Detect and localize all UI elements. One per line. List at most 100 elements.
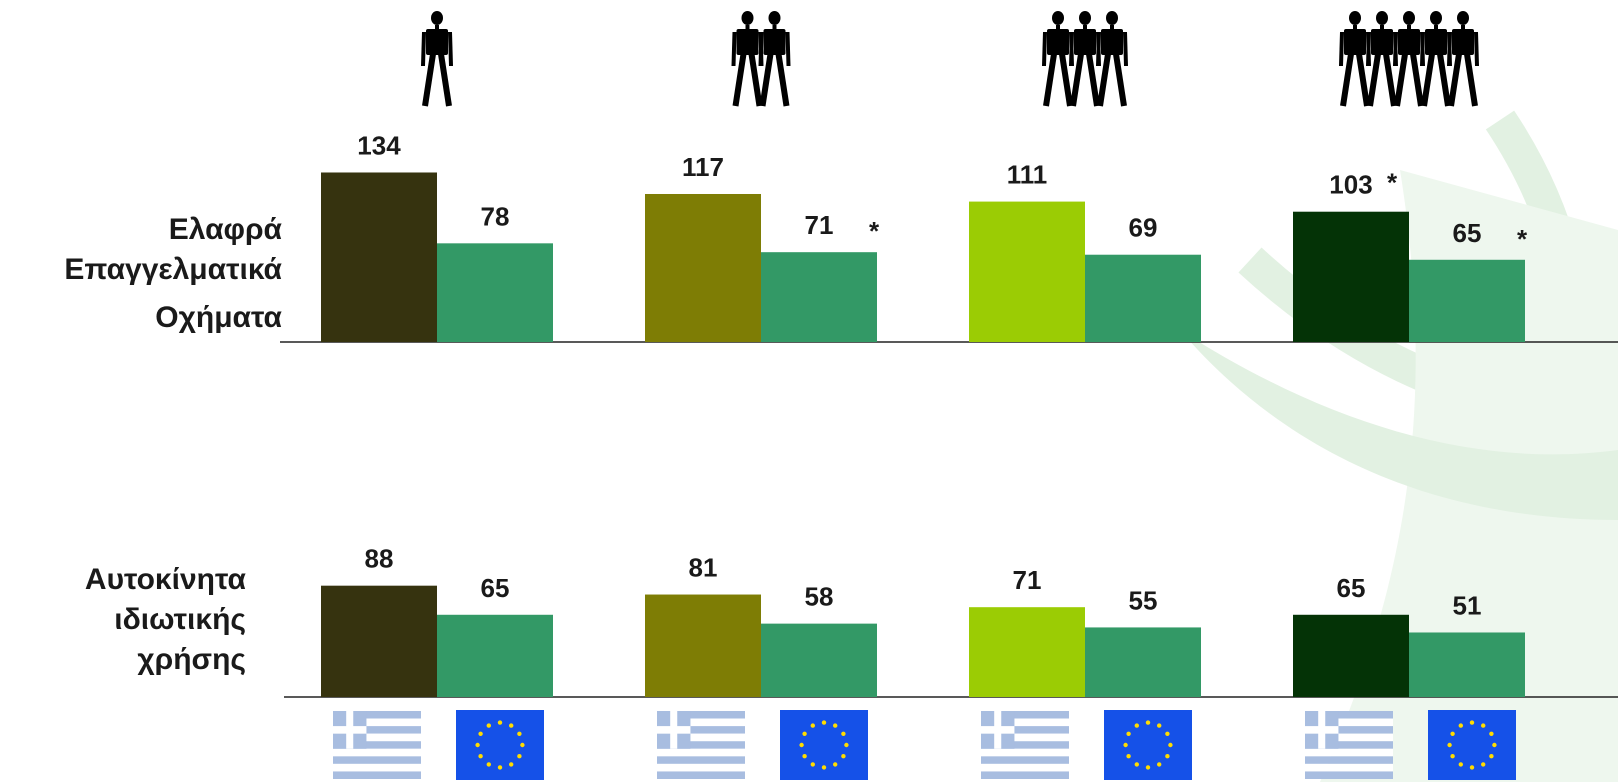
data-label-greece: 117 — [682, 152, 724, 182]
greece-flag-stripe — [981, 726, 1069, 734]
label-line: Ελαφρά — [168, 213, 282, 246]
eu-flag-star — [1145, 765, 1151, 770]
greece-flag-stripe — [981, 748, 1069, 757]
greece-flag-stripe — [1305, 771, 1393, 779]
data-label-greece: 71 — [1013, 565, 1042, 595]
eu-flag-star — [821, 765, 827, 770]
bar-eu — [1409, 259, 1525, 342]
data-label-eu: 71 — [805, 210, 834, 240]
greece-flag-stripe — [981, 718, 1069, 727]
label-line: Οχήματα — [155, 301, 282, 334]
greece-flag-stripe — [657, 741, 745, 749]
eu-flag-star — [833, 723, 838, 728]
eu-flag-star — [1157, 762, 1162, 767]
eu-flag-star — [1123, 742, 1128, 748]
greece-flag-stripe — [333, 711, 421, 719]
greece-flag-stripe — [333, 733, 421, 742]
eu-flag-star — [810, 723, 815, 728]
eu-flag-star — [1458, 762, 1464, 767]
bar-greece — [969, 201, 1085, 342]
data-label-greece: 88 — [365, 544, 394, 574]
greece-flag-stripe — [657, 756, 745, 764]
data-label-greece: 65 — [1337, 573, 1366, 603]
eu-flag-star — [802, 754, 807, 759]
greece-flag-stripe — [1305, 763, 1393, 772]
eu-flag-star — [517, 731, 522, 736]
greece-flag-stripe — [333, 748, 421, 757]
eu-flag-star — [1458, 723, 1464, 728]
bar-eu — [761, 252, 877, 342]
greece-flag-stripe — [657, 718, 745, 727]
bar-eu — [1085, 627, 1201, 697]
eu-flag-star — [1145, 720, 1151, 725]
person-icon — [1069, 11, 1101, 107]
asterisk-mark: * — [1517, 224, 1528, 254]
eu-flag-star — [821, 720, 827, 725]
person-icon — [1420, 11, 1452, 107]
bar-greece — [321, 585, 437, 697]
data-label-eu: 69 — [1129, 213, 1158, 243]
watermark-swoosh — [1180, 330, 1618, 520]
eu-flag-star — [1489, 731, 1494, 736]
data-label-eu: 51 — [1453, 590, 1482, 620]
greece-flag-stripe — [981, 711, 1069, 719]
eu-flag-star — [1134, 723, 1140, 728]
greece-flag-stripe — [657, 711, 745, 719]
eu-flag-star — [1134, 762, 1140, 767]
bar-eu — [761, 623, 877, 697]
greece-flag-stripe — [333, 763, 421, 772]
eu-flag-star — [1450, 731, 1455, 736]
eu-flag-star — [520, 742, 525, 748]
label-private-cars: Αυτοκίνητα ιδιωτικής χρήσης — [0, 560, 246, 680]
greece-flag-stripe — [657, 748, 745, 757]
greece-flag-stripe — [1305, 711, 1393, 719]
bar-greece — [969, 607, 1085, 697]
eu-flag-star — [810, 762, 815, 767]
eu-flag-star — [497, 720, 503, 725]
eu-flag-star — [486, 762, 491, 767]
greece-flag-stripe — [657, 771, 745, 779]
data-label-greece: 134 — [357, 130, 401, 160]
eu-flag-star — [475, 742, 480, 748]
label-line: ιδιωτικής — [114, 603, 246, 636]
greece-flag-stripe — [981, 756, 1069, 764]
eu-flag-star — [497, 765, 503, 770]
eu-flag-star — [1492, 742, 1497, 748]
greece-flag-stripe — [981, 733, 1069, 742]
asterisk-mark: * — [1387, 168, 1398, 198]
person-icon — [1366, 11, 1398, 107]
greece-flag-stripe — [657, 763, 745, 772]
eu-flag-star — [844, 742, 849, 748]
data-label-greece: 81 — [689, 553, 718, 583]
eu-flag-star — [509, 723, 514, 728]
eu-flag-star — [833, 762, 838, 767]
eu-flag-star — [1447, 742, 1452, 748]
person-icon — [731, 11, 764, 107]
eu-flag-star — [1469, 720, 1475, 725]
eu-flag-star — [486, 723, 491, 728]
greece-flag-stripe — [333, 771, 421, 779]
greece-flag-cross — [346, 711, 354, 749]
eu-flag-star — [841, 731, 846, 736]
eu-flag-star — [478, 754, 483, 759]
eu-flag-star — [1165, 731, 1170, 736]
eu-flag-star — [1126, 754, 1131, 759]
person-icon — [1339, 11, 1371, 107]
greece-flag-stripe — [981, 763, 1069, 772]
eu-flag-star — [1450, 754, 1455, 759]
person-icon — [1042, 11, 1074, 107]
asterisk-mark: * — [869, 216, 880, 246]
person-icon — [1096, 11, 1128, 107]
greece-flag-stripe — [981, 771, 1069, 779]
greece-flag-stripe — [1305, 748, 1393, 757]
data-label-greece: 103 — [1329, 170, 1372, 200]
eu-flag-star — [1168, 742, 1173, 748]
eu-flag-star — [799, 742, 804, 748]
person-icon — [421, 11, 453, 107]
data-label-eu: 65 — [481, 573, 510, 603]
eu-flag-star — [1481, 762, 1486, 767]
eu-flag-star — [841, 754, 846, 759]
eu-flag-star — [1165, 754, 1170, 759]
greece-flag-stripe — [333, 718, 421, 727]
